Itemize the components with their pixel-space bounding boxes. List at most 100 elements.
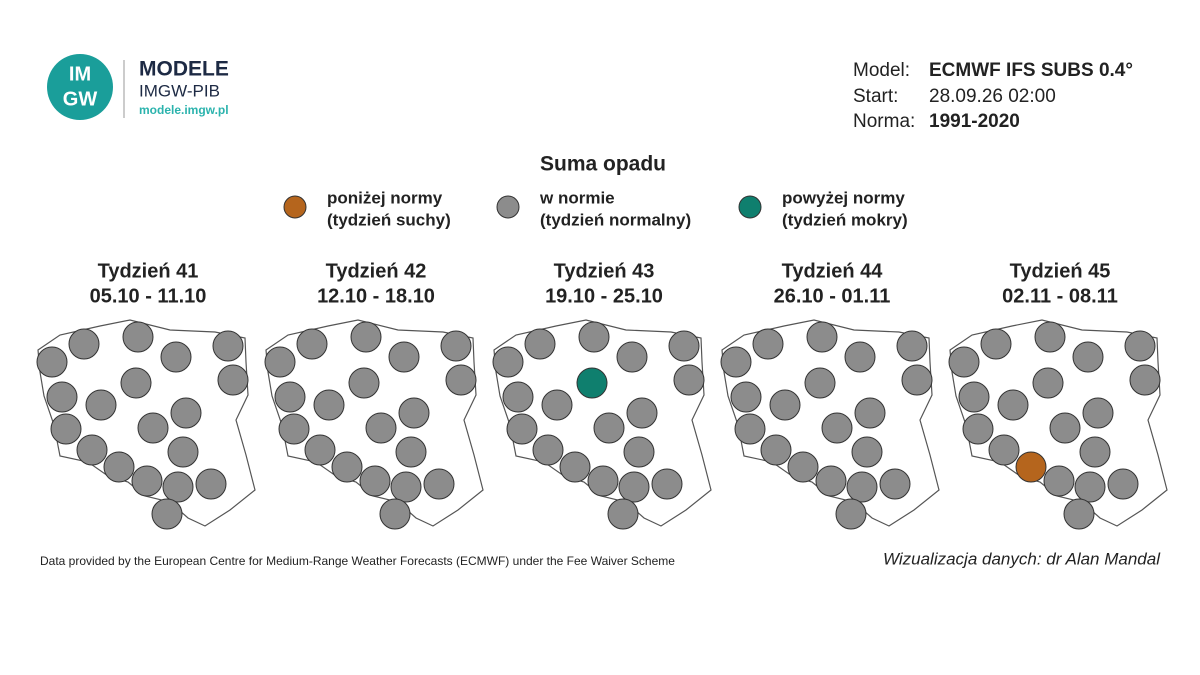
week-dates: 19.10 - 25.10 — [545, 285, 663, 307]
station-marker — [379, 498, 411, 530]
info-label: Model: — [853, 60, 910, 81]
station-marker — [1043, 465, 1075, 497]
week-map: Tydzień 41 05.10 - 11.10 — [36, 260, 256, 530]
station-marker — [760, 434, 792, 466]
station-marker — [901, 364, 933, 396]
week-title: Tydzień 41 — [98, 260, 199, 282]
station-marker — [170, 397, 202, 429]
station-marker — [264, 346, 296, 378]
station-marker — [160, 341, 192, 373]
station-marker — [1063, 498, 1095, 530]
station-marker — [593, 412, 625, 444]
station-marker — [445, 364, 477, 396]
station-marker — [167, 436, 199, 468]
station-marker — [1034, 321, 1066, 353]
station-marker — [506, 413, 538, 445]
station-marker — [151, 498, 183, 530]
station-marker — [296, 328, 328, 360]
week-dates: 12.10 - 18.10 — [317, 285, 435, 307]
station-marker — [752, 328, 784, 360]
station-marker — [278, 413, 310, 445]
station-marker — [390, 471, 422, 503]
station-marker — [359, 465, 391, 497]
source-note: Data provided by the European Centre for… — [40, 554, 675, 568]
week-map: Tydzień 43 19.10 - 25.10 — [492, 260, 712, 530]
station-marker — [720, 346, 752, 378]
legend-swatch — [283, 195, 307, 219]
station-marker — [668, 330, 700, 362]
week-title: Tydzień 44 — [782, 260, 884, 282]
station-marker — [618, 471, 650, 503]
station-marker — [395, 436, 427, 468]
info-label: Norma: — [853, 111, 915, 132]
station-marker — [492, 346, 524, 378]
station-marker — [806, 321, 838, 353]
info-value: 28.09.26 02:00 — [929, 86, 1056, 107]
station-marker — [626, 397, 658, 429]
station-marker — [623, 436, 655, 468]
week-title: Tydzień 43 — [554, 260, 655, 282]
station-marker — [162, 471, 194, 503]
maps: Tydzień 41 05.10 - 11.10 Tydzień 42 12.10 -… — [36, 260, 1168, 530]
station-marker — [76, 434, 108, 466]
station-marker — [1082, 397, 1114, 429]
logo-text: IM — [69, 63, 91, 85]
week-dates: 26.10 - 01.11 — [774, 285, 891, 307]
station-marker — [616, 341, 648, 373]
station-marker — [854, 397, 886, 429]
station-marker — [879, 468, 911, 500]
info-value: 1991-2020 — [929, 111, 1020, 132]
station-marker — [1032, 367, 1064, 399]
station-marker — [587, 465, 619, 497]
station-marker — [195, 468, 227, 500]
station-marker — [1015, 451, 1047, 483]
station-marker — [1072, 341, 1104, 373]
station-marker — [68, 328, 100, 360]
station-marker — [541, 389, 573, 421]
station-marker — [1049, 412, 1081, 444]
station-marker — [36, 346, 68, 378]
station-marker — [734, 413, 766, 445]
station-marker — [1074, 471, 1106, 503]
station-marker — [578, 321, 610, 353]
station-marker — [274, 381, 306, 413]
station-marker — [502, 381, 534, 413]
station-marker — [350, 321, 382, 353]
station-marker — [331, 451, 363, 483]
station-marker — [651, 468, 683, 500]
station-marker — [217, 364, 249, 396]
station-marker — [815, 465, 847, 497]
station-marker — [212, 330, 244, 362]
legend-label: poniżej normy — [327, 188, 443, 207]
week-map: Tydzień 45 02.11 - 08.11 — [948, 260, 1168, 530]
station-marker — [844, 341, 876, 373]
station-marker — [122, 321, 154, 353]
station-marker — [423, 468, 455, 500]
legend-label: (tydzień mokry) — [782, 210, 908, 229]
logo-circle — [47, 54, 113, 120]
station-marker — [851, 436, 883, 468]
week-title: Tydzień 45 — [1010, 260, 1111, 282]
week-dates: 05.10 - 11.10 — [90, 285, 207, 307]
legend-swatch — [738, 195, 762, 219]
station-marker — [313, 389, 345, 421]
station-marker — [103, 451, 135, 483]
station-marker — [962, 413, 994, 445]
station-marker — [1129, 364, 1161, 396]
station-marker — [958, 381, 990, 413]
station-marker — [835, 498, 867, 530]
station-marker — [980, 328, 1012, 360]
station-marker — [120, 367, 152, 399]
station-marker — [1107, 468, 1139, 500]
station-marker — [532, 434, 564, 466]
station-marker — [131, 465, 163, 497]
logo-text: GW — [63, 88, 98, 110]
station-marker — [988, 434, 1020, 466]
week-title: Tydzień 42 — [326, 260, 427, 282]
legend-label: (tydzień normalny) — [540, 210, 691, 229]
station-marker — [997, 389, 1029, 421]
station-marker — [524, 328, 556, 360]
station-marker — [607, 498, 639, 530]
station-marker — [46, 381, 78, 413]
